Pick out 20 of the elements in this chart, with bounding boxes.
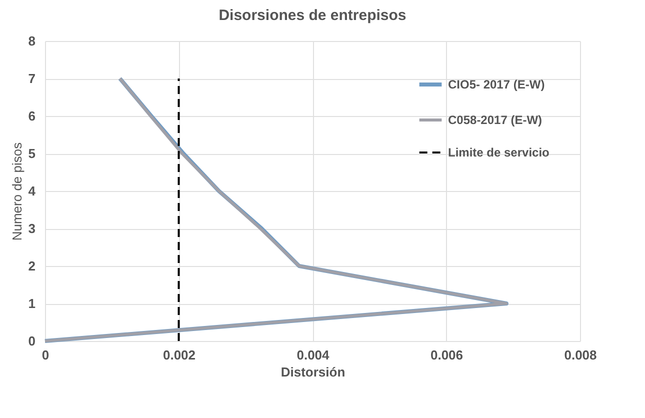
y-tick-label: 0 — [28, 334, 36, 348]
x-tick-label: 0.006 — [430, 348, 464, 362]
y-tick-label: 7 — [28, 71, 36, 86]
y-tick-label: 6 — [28, 108, 36, 124]
y-tick-label: 2 — [28, 258, 36, 274]
legend-label: CIO5- 2017 (E-W) — [448, 78, 545, 92]
chart-title: Disorsiones de entrepisos — [218, 7, 406, 24]
y-tick-label: 4 — [28, 184, 36, 198]
x-tick-label: 0.002 — [162, 348, 196, 362]
y-tick-label: 1 — [28, 296, 36, 311]
x-tick-label: 0.008 — [564, 348, 597, 362]
y-axis-title: Numero de pisos — [9, 142, 24, 241]
x-tick-label: 0 — [42, 348, 50, 362]
legend-label: Limite de servicio — [448, 146, 550, 160]
y-tick-label: 3 — [28, 221, 36, 236]
legend-label: C058-2017 (E-W) — [448, 113, 542, 127]
x-axis-title: Distorsión — [280, 364, 346, 380]
x-tick-label: 0.004 — [296, 348, 330, 362]
y-tick-label: 5 — [28, 146, 36, 161]
y-tick-label: 8 — [28, 34, 36, 48]
